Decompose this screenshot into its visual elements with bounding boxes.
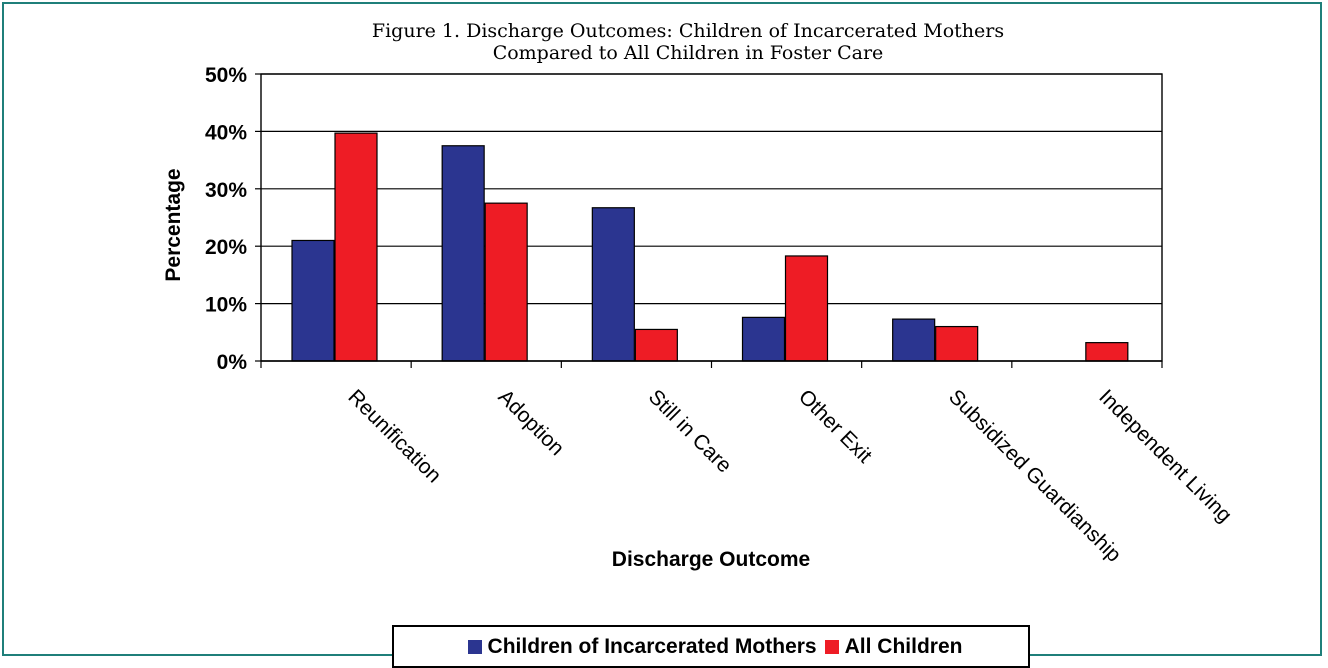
y-axis-label: Percentage: [162, 168, 185, 281]
bar-series-1-reunification: [334, 132, 378, 362]
legend-item-series-0: Children of Incarcerated Mothers: [460, 635, 817, 659]
chart-title: Figure 1. Discharge Outcomes: Children o…: [0, 20, 1328, 64]
x-tick-label: Other Exit: [794, 385, 876, 467]
legend-item-series-1: All Children: [817, 634, 963, 659]
x-tick-label: Adoption: [494, 385, 569, 460]
y-tick-label: 10%: [205, 294, 247, 317]
legend-swatch-series-0: [467, 639, 482, 654]
chart-title-line2: Compared to All Children in Foster Care: [492, 42, 884, 64]
bar-series-1-other-exit: [784, 255, 829, 362]
gridlines: [261, 73, 1162, 305]
x-axis-label: Discharge Outcome: [612, 548, 810, 571]
bar-series-0-other-exit: [741, 316, 786, 362]
legend-label-series-0: Children of Incarcerated Mothers: [487, 634, 817, 658]
legend-swatch-series-1: [824, 639, 839, 654]
bar-series-1-adoption: [484, 202, 528, 362]
bar-series-0-adoption: [441, 145, 485, 362]
bar-series-1-subsidized-guardianship: [935, 325, 979, 362]
x-tick-label: Independent Living: [1094, 385, 1236, 527]
bars: [291, 132, 1129, 362]
bar-series-1-still-in-care: [634, 328, 678, 362]
bar-series-0-subsidized-guardianship: [892, 318, 936, 362]
x-tick-labels: Reunification Adoption Still in Care Other …: [343, 385, 1236, 566]
bar-series-0-reunification: [291, 239, 335, 362]
y-tick-label: 50%: [205, 64, 247, 87]
plot-area-border: [260, 73, 1163, 362]
x-tick-label: Subsidized Guardianship: [944, 385, 1125, 566]
y-tick-label: 20%: [205, 236, 247, 259]
legend-label-series-1: All Children: [844, 634, 963, 658]
axes: [255, 73, 1163, 368]
bar-series-0-still-in-care: [591, 207, 635, 362]
y-tick-label: 30%: [205, 179, 247, 202]
y-tick-labels: 0% 10% 20% 30% 40% 50%: [205, 64, 247, 374]
bar-series-1-independent-living: [1085, 342, 1129, 362]
chart-title-line1: Figure 1. Discharge Outcomes: Children o…: [371, 20, 1005, 42]
legend: Children of Incarcerated Mothers All Chi…: [392, 625, 1030, 668]
y-tick-label: 0%: [217, 351, 248, 374]
x-tick-label: Still in Care: [644, 385, 736, 477]
y-tick-label: 40%: [205, 121, 247, 144]
x-tick-label: Reunification: [343, 385, 445, 487]
